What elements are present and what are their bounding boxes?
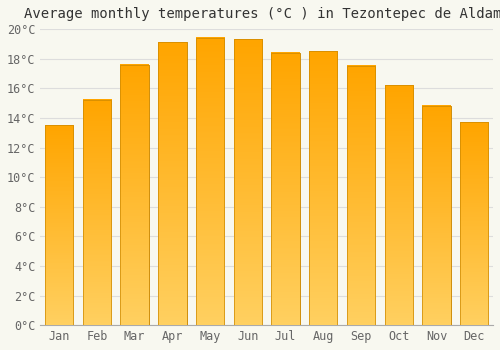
Bar xyxy=(384,85,413,325)
Bar xyxy=(120,65,149,325)
Bar xyxy=(309,51,338,325)
Bar xyxy=(347,66,375,325)
Bar xyxy=(83,100,111,325)
Bar xyxy=(45,125,74,325)
Bar xyxy=(272,53,299,325)
Bar xyxy=(196,38,224,325)
Bar xyxy=(422,106,450,325)
Bar xyxy=(460,122,488,325)
Bar xyxy=(234,40,262,325)
Title: Average monthly temperatures (°C ) in Tezontepec de Aldama: Average monthly temperatures (°C ) in Te… xyxy=(24,7,500,21)
Bar xyxy=(158,42,186,325)
